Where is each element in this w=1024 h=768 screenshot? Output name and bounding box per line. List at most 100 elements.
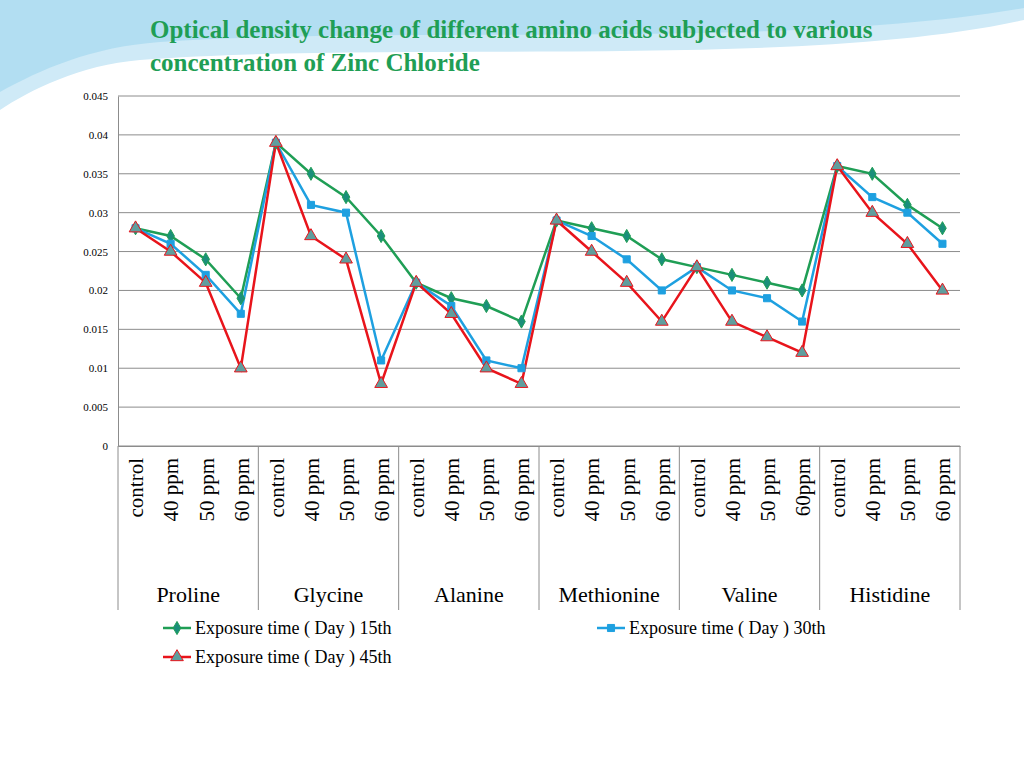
marker	[936, 283, 949, 294]
grid-line	[118, 212, 960, 213]
group-label: Glycine	[294, 582, 364, 607]
marker	[761, 330, 774, 341]
x-tick-label: control	[826, 458, 850, 518]
y-tick: 0.045	[83, 90, 118, 102]
marker	[518, 315, 526, 328]
series-line	[136, 143, 943, 384]
marker	[550, 213, 563, 224]
group-separator	[539, 446, 540, 610]
y-tick: 0.01	[89, 362, 118, 374]
y-tick: 0.04	[89, 129, 118, 141]
marker	[728, 287, 735, 294]
marker	[518, 365, 525, 372]
y-tick-label: 0.02	[89, 284, 108, 296]
group-separator	[258, 446, 259, 610]
y-axis-line	[118, 97, 119, 447]
x-tick: 40 ppm	[159, 446, 183, 522]
x-tick-label: 60 ppm	[931, 458, 955, 522]
legend-marker	[173, 621, 181, 634]
x-tick: 50 ppm	[195, 446, 219, 522]
group-label: Methionine	[558, 582, 659, 607]
x-tick: 50 ppm	[616, 446, 640, 522]
x-tick-label: 50 ppm	[335, 458, 359, 522]
marker	[620, 275, 633, 286]
y-tick: 0.035	[83, 168, 118, 180]
legend-marker	[607, 624, 614, 631]
marker	[901, 236, 914, 247]
marker	[585, 244, 598, 255]
decoration	[0, 0, 1024, 110]
grid	[118, 96, 960, 446]
x-tick: control	[826, 446, 850, 517]
marker	[445, 306, 458, 317]
y-tick-label: 0.03	[89, 207, 109, 219]
marker	[202, 253, 210, 266]
marker	[728, 268, 736, 281]
y-tick-label: 0.005	[83, 401, 108, 413]
x-tick-label: control	[545, 458, 569, 518]
marker	[831, 159, 844, 170]
x-tick-label: 40 ppm	[861, 458, 885, 522]
x-tick-label: control	[405, 458, 429, 518]
legend-label: Exposure time ( Day ) 15th	[195, 618, 391, 639]
marker	[378, 357, 385, 364]
x-tick-label: 40 ppm	[721, 458, 745, 522]
group-separator	[679, 446, 680, 610]
x-tick: 60ppm	[791, 446, 815, 516]
x-tick: control	[686, 446, 710, 517]
legend-label: Exposure time ( Day ) 30th	[629, 618, 825, 639]
y-tick-label: 0.015	[83, 323, 108, 335]
marker	[343, 209, 350, 216]
marker	[869, 194, 876, 201]
x-tick: 40 ppm	[721, 446, 745, 522]
x-tick: control	[405, 446, 429, 517]
grid-line	[118, 96, 960, 97]
group-separator	[398, 446, 399, 610]
legend-label: Exposure time ( Day ) 45th	[195, 647, 391, 668]
y-tick-label: 0	[103, 440, 109, 452]
legend: Exposure time ( Day ) 15th Exposure time …	[163, 618, 825, 668]
x-tick-label: control	[265, 458, 289, 518]
marker	[658, 253, 666, 266]
marker	[234, 361, 247, 372]
grid-line	[118, 329, 960, 330]
x-tick: 40 ppm	[300, 446, 324, 522]
marker	[307, 167, 315, 180]
x-tick-label: 40 ppm	[580, 458, 604, 522]
x-tick-label: 60 ppm	[510, 458, 534, 522]
marker	[623, 256, 630, 263]
marker	[868, 167, 876, 180]
marker	[939, 222, 947, 235]
y-tick-label: 0.035	[83, 168, 108, 180]
marker	[588, 232, 595, 239]
marker	[904, 209, 911, 216]
marker	[515, 376, 528, 387]
x-tick-label: 40 ppm	[300, 458, 324, 522]
marker	[796, 345, 809, 356]
x-tick-label: 60ppm	[791, 458, 815, 516]
marker	[237, 292, 245, 305]
y-tick: 0	[103, 440, 119, 452]
grid-line	[118, 407, 960, 408]
y-tick: 0.005	[83, 401, 118, 413]
y-tick-label: 0.045	[83, 90, 108, 102]
x-tick-label: 60 ppm	[651, 458, 675, 522]
marker	[342, 191, 350, 204]
y-tick: 0.025	[83, 246, 118, 258]
marker	[655, 314, 668, 325]
marker	[129, 221, 142, 232]
swoosh	[0, 0, 1024, 110]
x-tick: control	[124, 446, 148, 517]
x-tick: 50 ppm	[756, 446, 780, 522]
marker	[164, 244, 177, 255]
marker	[866, 205, 879, 216]
x-tick-label: 50 ppm	[475, 458, 499, 522]
x-tick: control	[265, 446, 289, 517]
x-tick-label: 50 ppm	[896, 458, 920, 522]
group-separator	[118, 446, 119, 610]
x-tick: 60 ppm	[651, 446, 675, 522]
y-tick-label: 0.04	[89, 129, 109, 141]
x-tick-label: 40 ppm	[159, 458, 183, 522]
group-frame	[118, 446, 960, 610]
group-label: Proline	[156, 582, 220, 607]
